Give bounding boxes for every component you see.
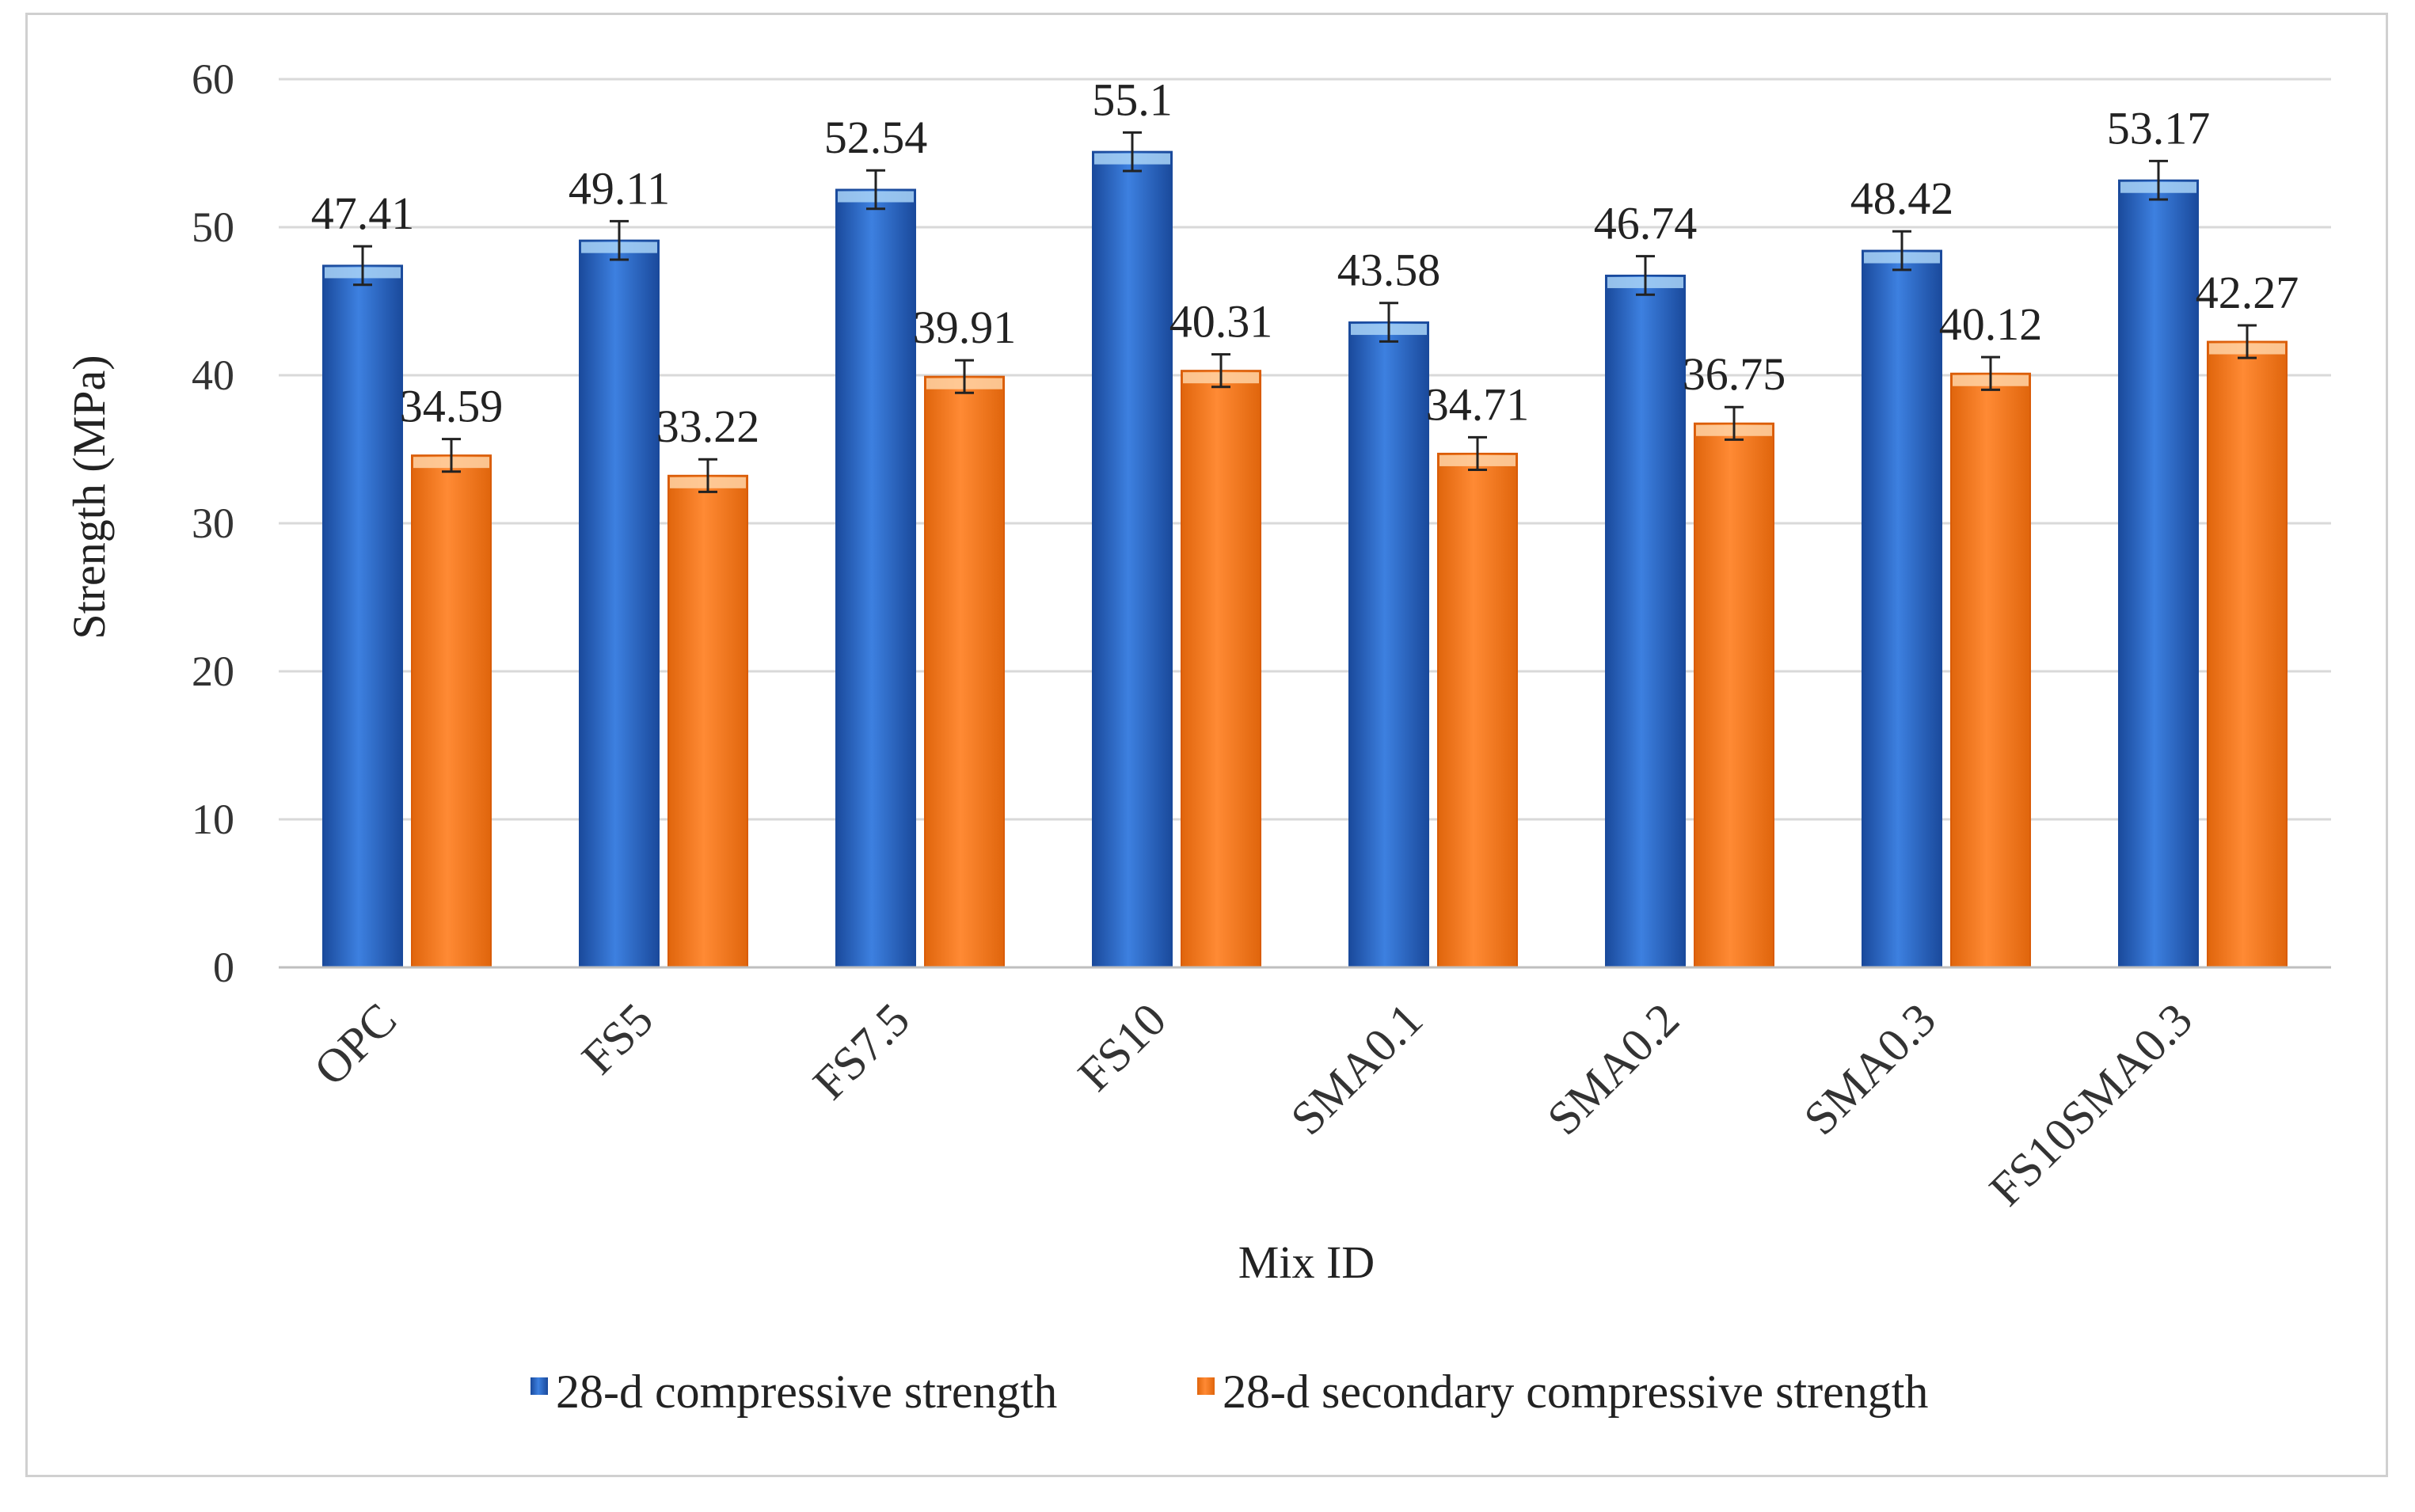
y-tick-label-50: 50 [192, 203, 234, 251]
legend-swatch-series2 [1197, 1377, 1215, 1395]
data-label-2-SMA0.2: 36.75 [1683, 348, 1786, 400]
data-label-1-SMA0.2: 46.74 [1594, 198, 1698, 249]
data-label-1-FS10SMA0.3: 53.17 [2107, 102, 2211, 154]
legend-label-series2: 28-d secondary compressive strength [1223, 1366, 1928, 1418]
bar-2-FS10 [1181, 370, 1261, 968]
y-tick-label-60: 60 [192, 55, 234, 103]
y-tick-label-0: 0 [213, 944, 234, 991]
data-label-2-SMA0.1: 34.71 [1426, 378, 1530, 430]
x-tick-label-FS10: FS10 [1068, 993, 1176, 1101]
y-tick-label-40: 40 [192, 351, 234, 399]
bars [322, 131, 2288, 969]
bar-2-FS7.5 [924, 375, 1005, 969]
data-label-1-SMA0.3: 48.42 [1850, 173, 1954, 224]
data-label-1-FS7.5: 52.54 [824, 112, 928, 163]
data-label-1-FS5: 49.11 [569, 162, 670, 214]
bar-1-FS7.5 [835, 188, 916, 968]
data-label-1-FS10: 55.1 [1092, 74, 1173, 125]
bar-1-SMA0.1 [1348, 321, 1429, 968]
data-label-2-FS10: 40.31 [1169, 296, 1273, 348]
x-tick-label-FS10SMA0.3: FS10SMA0.3 [1980, 993, 2202, 1216]
bar-1-FS5 [579, 239, 660, 968]
bar-2-FS5 [667, 474, 748, 968]
y-tick-label-20: 20 [192, 648, 234, 695]
legend-swatch-series1 [531, 1377, 548, 1395]
bar-2-SMA0.3 [1950, 372, 2031, 969]
bar-1-FS10SMA0.3 [2118, 179, 2199, 968]
data-label-2-SMA0.3: 40.12 [1939, 298, 2043, 350]
x-tick-label-SMA0.1: SMA0.1 [1281, 993, 1433, 1145]
legend: 28-d compressive strength 28-d secondary… [531, 1366, 1928, 1418]
x-tick-label-FS7.5: FS7.5 [803, 993, 919, 1110]
data-label-2-OPC: 34.59 [400, 381, 504, 432]
legend-label-series1: 28-d compressive strength [556, 1366, 1057, 1418]
x-axis-title: Mix ID [1238, 1237, 1375, 1288]
data-label-1-OPC: 47.41 [311, 188, 415, 239]
bar-1-OPC [322, 264, 403, 969]
x-tick-label-SMA0.3: SMA0.3 [1794, 993, 1946, 1145]
data-label-2-FS5: 33.22 [656, 401, 760, 452]
data-label-2-FS7.5: 39.91 [913, 302, 1017, 353]
bar-2-OPC [411, 454, 492, 968]
bar-2-SMA0.1 [1437, 452, 1518, 968]
data-label-2-FS10SMA0.3: 42.27 [2196, 267, 2299, 318]
y-axis-title: Strength (MPa) [63, 355, 115, 639]
bar-1-SMA0.2 [1605, 274, 1686, 969]
bar-2-FS10SMA0.3 [2207, 340, 2288, 968]
bar-1-SMA0.3 [1862, 249, 1942, 968]
bar-2-SMA0.2 [1694, 422, 1774, 968]
data-labels: 47.41 34.59 49.11 33.22 52.54 39.91 55.1 40.31 4… [311, 74, 2299, 452]
y-tick-label-30: 30 [192, 500, 234, 547]
x-tick-label-OPC: OPC [304, 993, 406, 1096]
x-tick-label-FS5: FS5 [572, 993, 663, 1085]
data-label-1-SMA0.1: 43.58 [1337, 245, 1441, 296]
bar-1-FS10 [1092, 150, 1173, 968]
x-tick-label-SMA0.2: SMA0.2 [1538, 993, 1690, 1145]
y-tick-label-10: 10 [192, 796, 234, 843]
